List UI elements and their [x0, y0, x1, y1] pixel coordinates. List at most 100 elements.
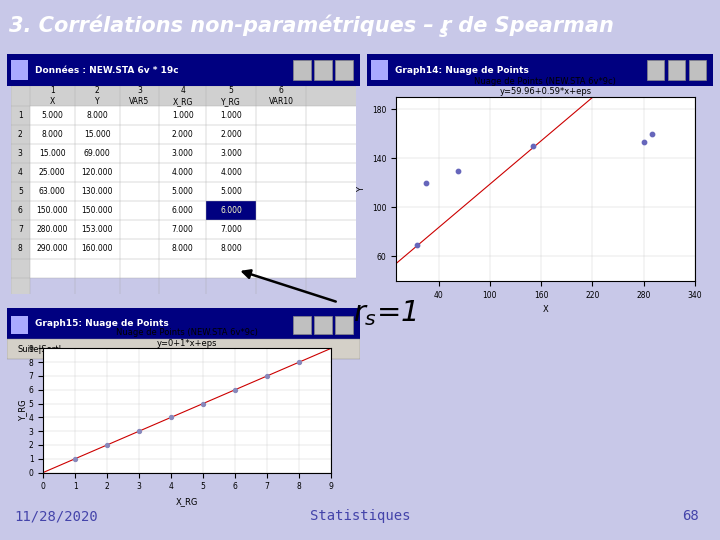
Text: 280.000: 280.000 [37, 225, 68, 234]
FancyBboxPatch shape [30, 259, 356, 278]
Point [261, 372, 273, 380]
Text: 63.000: 63.000 [39, 187, 66, 196]
Point [166, 413, 177, 422]
Text: 7.000: 7.000 [220, 225, 242, 234]
Text: 7: 7 [18, 225, 23, 234]
Text: 5.000: 5.000 [220, 187, 242, 196]
FancyBboxPatch shape [30, 105, 356, 125]
Text: Statistiques: Statistiques [310, 509, 410, 523]
Text: Graph15: Nuage de Points: Graph15: Nuage de Points [35, 319, 169, 328]
Text: 1.000: 1.000 [220, 111, 242, 119]
Title: Nuage de Points (NEW.STA 6v*9c)
y=59.96+0.59*x+eps: Nuage de Points (NEW.STA 6v*9c) y=59.96+… [474, 77, 616, 97]
Text: 150.000: 150.000 [81, 206, 113, 215]
Text: 8: 8 [18, 245, 22, 253]
Text: 5.000: 5.000 [172, 187, 194, 196]
Text: 1
X: 1 X [50, 86, 55, 106]
Text: 2
Y: 2 Y [95, 86, 99, 106]
Point [69, 454, 81, 463]
Text: 69.000: 69.000 [84, 149, 111, 158]
FancyBboxPatch shape [11, 60, 28, 80]
Text: Données : NEW.STA 6v * 19c: Données : NEW.STA 6v * 19c [35, 66, 179, 75]
Point [294, 358, 305, 367]
Point [403, 316, 415, 325]
Text: 120.000: 120.000 [81, 168, 113, 177]
FancyBboxPatch shape [336, 316, 353, 334]
FancyBboxPatch shape [30, 125, 356, 144]
FancyBboxPatch shape [314, 60, 332, 80]
Text: 150.000: 150.000 [37, 206, 68, 215]
Text: 6.000: 6.000 [220, 206, 242, 215]
FancyBboxPatch shape [11, 105, 30, 294]
Point [102, 441, 113, 449]
FancyBboxPatch shape [11, 316, 28, 334]
Text: de Spearman: de Spearman [451, 16, 613, 36]
Text: 4.000: 4.000 [220, 168, 242, 177]
FancyBboxPatch shape [30, 163, 356, 182]
Text: 6.000: 6.000 [172, 206, 194, 215]
FancyBboxPatch shape [314, 316, 332, 334]
FancyBboxPatch shape [336, 60, 353, 80]
Text: 160.000: 160.000 [81, 245, 113, 253]
Text: 4: 4 [18, 168, 23, 177]
Text: Suite|Sort|: Suite|Sort| [18, 345, 62, 354]
Text: 130.000: 130.000 [81, 187, 113, 196]
FancyBboxPatch shape [30, 144, 356, 163]
Text: 2.000: 2.000 [220, 130, 242, 139]
FancyBboxPatch shape [30, 182, 356, 201]
Point [133, 427, 145, 435]
Text: 290.000: 290.000 [37, 245, 68, 253]
X-axis label: X_RG: X_RG [176, 497, 199, 506]
Text: 5: 5 [18, 187, 23, 196]
Text: 8.000: 8.000 [220, 245, 242, 253]
Point [638, 138, 649, 147]
Text: 11/28/2020: 11/28/2020 [14, 509, 98, 523]
Point [230, 386, 241, 394]
Text: 5.000: 5.000 [41, 111, 63, 119]
Text: 1: 1 [18, 111, 22, 119]
FancyBboxPatch shape [30, 239, 356, 259]
Title: Nuage de Points (NEW.STA 6v*9c)
y=0+1*x+eps: Nuage de Points (NEW.STA 6v*9c) y=0+1*x+… [116, 328, 258, 348]
Point [527, 142, 539, 151]
FancyBboxPatch shape [7, 339, 360, 359]
Point [647, 130, 658, 138]
FancyBboxPatch shape [367, 54, 713, 86]
FancyBboxPatch shape [11, 86, 356, 105]
Text: 4
X_RG: 4 X_RG [173, 86, 193, 106]
FancyBboxPatch shape [30, 220, 356, 239]
Point [405, 307, 417, 316]
Text: 153.000: 153.000 [81, 225, 113, 234]
FancyBboxPatch shape [30, 201, 356, 220]
Text: Graph14: Nuage de Points: Graph14: Nuage de Points [395, 66, 528, 75]
Point [197, 399, 209, 408]
FancyBboxPatch shape [293, 60, 310, 80]
FancyBboxPatch shape [647, 60, 665, 80]
Text: 8.000: 8.000 [86, 111, 108, 119]
Text: 3: 3 [18, 149, 23, 158]
Y-axis label: Y: Y [357, 186, 366, 192]
Text: 4.000: 4.000 [172, 168, 194, 177]
Text: 7.000: 7.000 [172, 225, 194, 234]
FancyBboxPatch shape [7, 54, 360, 86]
Text: 8.000: 8.000 [172, 245, 194, 253]
Text: 2.000: 2.000 [172, 130, 194, 139]
Text: $r_s$=1: $r_s$=1 [353, 298, 417, 328]
Text: 3
VAR5: 3 VAR5 [130, 86, 150, 106]
Text: 3.000: 3.000 [172, 149, 194, 158]
Text: 68: 68 [682, 509, 698, 523]
Text: 3. Corrélations non-paramétriques – r: 3. Corrélations non-paramétriques – r [9, 15, 451, 36]
Text: 6.000: 6.000 [220, 206, 242, 215]
FancyBboxPatch shape [7, 308, 360, 339]
Point [412, 241, 423, 249]
Text: 15.000: 15.000 [39, 149, 66, 158]
Text: 6
VAR10: 6 VAR10 [269, 86, 294, 106]
Text: 15.000: 15.000 [84, 130, 110, 139]
Text: 1.000: 1.000 [172, 111, 194, 119]
Text: 8.000: 8.000 [41, 130, 63, 139]
Point [420, 179, 432, 187]
FancyBboxPatch shape [688, 60, 706, 80]
Text: 5
Y_RG: 5 Y_RG [221, 86, 241, 106]
FancyBboxPatch shape [668, 60, 685, 80]
FancyBboxPatch shape [293, 316, 310, 334]
Text: s: s [439, 25, 449, 40]
Y-axis label: Y_RG: Y_RG [18, 400, 27, 421]
